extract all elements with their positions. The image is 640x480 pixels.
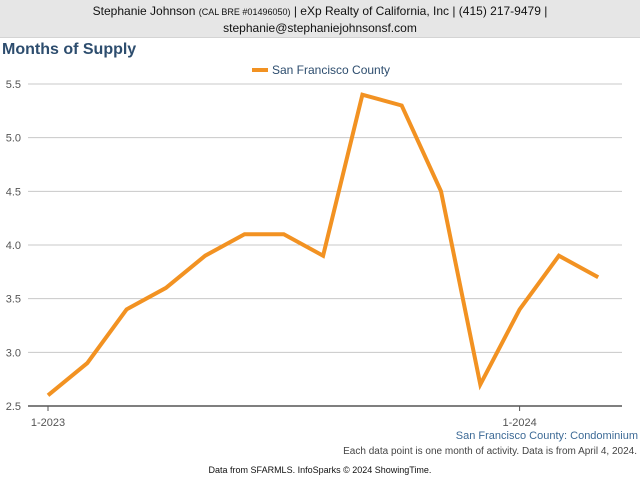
agent-header: Stephanie Johnson (CAL BRE #01496050) | … (0, 0, 640, 38)
y-tick-label: 3.0 (6, 347, 21, 359)
series-line (46, 92, 600, 397)
x-tick-label: 1-2023 (31, 417, 65, 429)
y-tick-label: 5.5 (6, 79, 21, 91)
agent-license: (CAL BRE #01496050) (198, 7, 291, 17)
y-tick-label: 2.5 (6, 401, 21, 413)
y-tick-label: 5.0 (6, 133, 21, 145)
y-tick-label: 4.5 (6, 186, 21, 198)
legend-label: San Francisco County (272, 63, 390, 77)
y-tick-label: 4.0 (6, 240, 21, 252)
data-source: Data from SFARMLS. InfoSparks © 2024 Sho… (208, 465, 432, 475)
agent-info-line: Stephanie Johnson (CAL BRE #01496050) | … (0, 0, 640, 20)
chart-subtitle: San Francisco County: Condominium (455, 430, 638, 442)
agent-email[interactable]: stephanie@stephaniejohnsonsf.com (223, 21, 417, 35)
data-note: Each data point is one month of activity… (343, 446, 637, 457)
chart-title: Months of Supply (2, 41, 137, 58)
x-tick-label: 1-2024 (502, 417, 536, 429)
company-phone: | eXp Realty of California, Inc | (415) … (293, 4, 548, 18)
y-tick-label: 3.5 (6, 294, 21, 306)
agent-name: Stephanie Johnson (92, 4, 196, 18)
